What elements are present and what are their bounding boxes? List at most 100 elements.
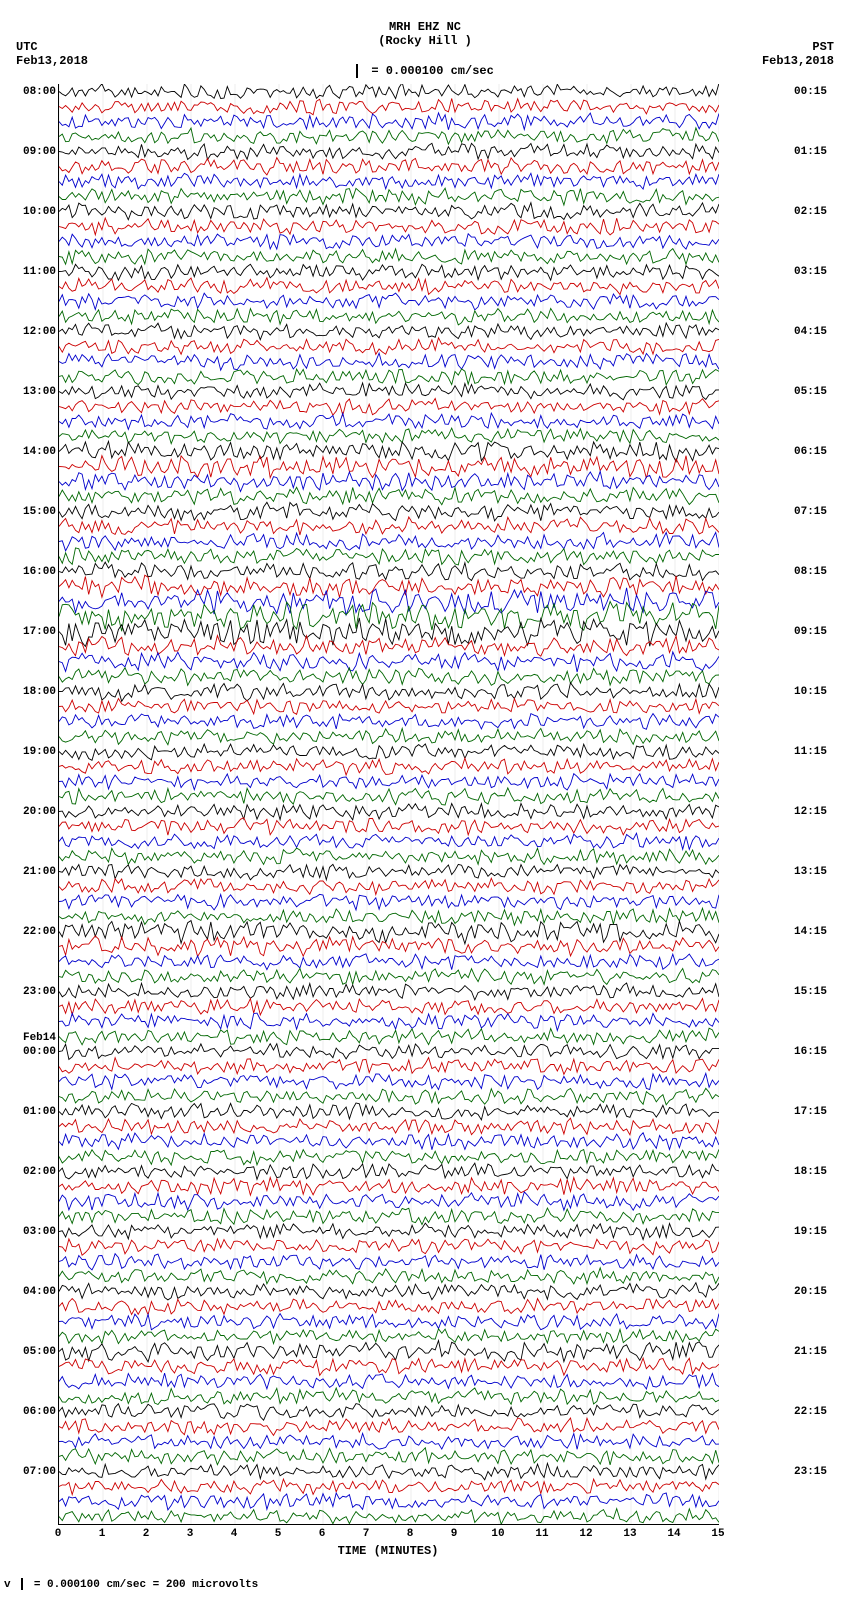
trace-line [59,1088,719,1105]
pst-hour-label: 11:15 [794,747,850,758]
utc-hour-label: 07:00 [0,1467,56,1478]
trace-line [59,1463,719,1480]
trace-line [59,1509,719,1524]
trace-line [59,338,719,355]
trace-line [59,588,719,615]
trace-line [59,999,719,1015]
trace-line [59,668,719,686]
pst-hour-label: 23:15 [794,1467,850,1478]
trace-line [59,293,719,310]
footer-prefix: v [4,1579,11,1591]
trace-line [59,833,719,849]
trace-line [59,1268,719,1284]
pst-hour-labels: 00:1501:1502:1503:1504:1505:1506:1507:15… [794,84,850,1524]
x-tick-label: 1 [99,1528,106,1540]
trace-line [59,1133,719,1150]
x-tick-label: 14 [667,1528,680,1540]
pst-hour-label: 12:15 [794,807,850,818]
trace-line [59,983,719,1000]
trace-line [59,1192,719,1210]
trace-line [59,1013,719,1030]
utc-hour-label: 05:00 [0,1347,56,1358]
tz-right-label: PST [812,40,834,54]
trace-line [59,1404,719,1421]
trace-line [59,1373,719,1389]
trace-line [59,1103,719,1120]
x-tick-label: 8 [407,1528,414,1540]
utc-hour-label: 13:00 [0,387,56,398]
utc-hour-label: 10:00 [0,207,56,218]
pst-hour-label: 10:15 [794,687,850,698]
utc-hour-label: 12:00 [0,327,56,338]
trace-line [59,158,719,175]
trace-line [59,249,719,265]
trace-line [59,234,719,249]
x-tick-label: 7 [363,1528,370,1540]
trace-line [59,1433,719,1449]
trace-line [59,1073,719,1089]
scale-bar-icon [356,64,358,78]
trace-line [59,1299,719,1315]
x-tick-label: 2 [143,1528,150,1540]
x-tick-label: 11 [535,1528,548,1540]
trace-line [59,1314,719,1330]
trace-line [59,804,719,820]
trace-line [59,575,719,597]
trace-line [59,1493,719,1510]
trace-line [59,128,719,144]
utc-hour-label: 19:00 [0,747,56,758]
trace-line [59,399,719,416]
pst-hour-label: 17:15 [794,1107,850,1118]
utc-hour-label: 08:00 [0,87,56,98]
trace-line [59,1239,719,1255]
trace-line [59,264,719,280]
trace-line [59,1044,719,1060]
trace-line [59,848,719,864]
pst-hour-label: 06:15 [794,447,850,458]
trace-line [59,744,719,760]
pst-hour-label: 01:15 [794,147,850,158]
trace-line [59,618,719,647]
trace-line [59,369,719,385]
trace-line [59,1254,719,1270]
trace-line [59,1163,719,1179]
trace-line [59,728,719,744]
pst-hour-label: 14:15 [794,927,850,938]
trace-line [59,143,719,159]
trace-line [59,1479,719,1495]
x-tick-label: 12 [579,1528,592,1540]
trace-line [59,1149,719,1165]
seismogram-page: MRH EHZ NC (Rocky Hill ) UTC PST Feb13,2… [0,0,850,1613]
trace-line [59,99,719,115]
pst-hour-label: 09:15 [794,627,850,638]
trace-line [59,441,719,461]
pst-hour-label: 15:15 [794,987,850,998]
pst-hour-label: 08:15 [794,567,850,578]
trace-line [59,908,719,925]
tz-left-label: UTC [16,40,38,54]
trace-line [59,864,719,879]
trace-line [59,921,719,944]
trace-line [59,532,719,550]
utc-hour-label: 16:00 [0,567,56,578]
trace-line [59,699,719,715]
x-tick-label: 9 [451,1528,458,1540]
trace-line [59,1028,719,1045]
trace-line [59,487,719,504]
pst-hour-label: 02:15 [794,207,850,218]
utc-hour-label: 15:00 [0,507,56,518]
trace-line [59,968,719,984]
amplitude-scale-note: = 0.000100 cm/sec [0,64,850,78]
trace-line [59,894,719,910]
seismogram-plot [58,84,719,1525]
trace-line [59,1223,719,1240]
station-name: (Rocky Hill ) [0,34,850,48]
trace-line [59,1418,719,1435]
x-tick-label: 10 [491,1528,504,1540]
utc-hour-label: 21:00 [0,867,56,878]
trace-line [59,1283,719,1300]
x-tick-label: 3 [187,1528,194,1540]
pst-hour-label: 16:15 [794,1047,850,1058]
trace-line [59,188,719,205]
trace-line [59,203,719,220]
